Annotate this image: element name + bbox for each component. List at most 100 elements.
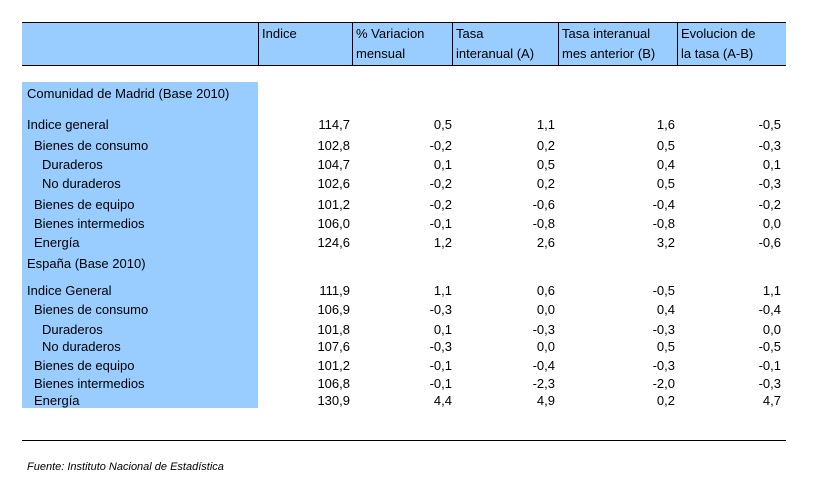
table-row: Duraderos 104,7 0,1 0,5 0,4 0,1 [22, 155, 786, 174]
value-cell: -0,3 [652, 322, 675, 337]
value-cell: 0,1 [762, 157, 781, 172]
row-label: Bienes intermedios [34, 216, 145, 231]
value-cell: 2,6 [536, 235, 555, 250]
header-cell: Evolucion de la tasa (A-B) [677, 23, 786, 65]
value-cell: -0,1 [429, 216, 452, 231]
value-cell: 4,9 [536, 393, 555, 408]
value-cell: 4,4 [433, 393, 452, 408]
value-cell: 0,5 [656, 339, 675, 354]
table-row: Bienes intermedios 106,0 -0,1 -0,8 -0,8 0,0 [22, 214, 786, 233]
table-header: Indice % Variacion mensual Tasa interanual (… [22, 22, 786, 66]
value-cell: -0,2 [758, 197, 781, 212]
value-cell: 102,6 [317, 176, 350, 191]
value-cell: 4,7 [762, 393, 781, 408]
value-cell: 0,6 [536, 283, 555, 298]
value-cell: -0,3 [652, 358, 675, 373]
value-cell: 1,1 [762, 283, 781, 298]
header-line: la tasa (A-B) [681, 46, 754, 61]
table-row: Energía 124,6 1,2 2,6 3,2 -0,6 [22, 233, 786, 252]
value-cell: -0,2 [429, 138, 452, 153]
table-row: Bienes de equipo 101,2 -0,2 -0,6 -0,4 -0,2 [22, 195, 786, 214]
value-cell: -0,3 [429, 302, 452, 317]
value-cell: 114,7 [318, 117, 350, 132]
value-cell: -0,3 [758, 376, 781, 391]
value-cell: 111,9 [319, 283, 350, 298]
value-cell: 0,5 [433, 117, 452, 132]
table-row: No duraderos 102,6 -0,2 0,2 0,5 -0,3 [22, 174, 786, 193]
value-cell: 0,2 [656, 393, 675, 408]
row-label: No duraderos [42, 176, 121, 191]
header-cell: Indice [258, 23, 352, 65]
value-cell: -0,5 [758, 117, 781, 132]
value-cell: 106,9 [317, 302, 350, 317]
value-cell: 101,2 [317, 358, 350, 373]
row-label: Duraderos [42, 322, 103, 337]
value-cell: 0,5 [656, 176, 675, 191]
value-cell: -0,2 [429, 176, 452, 191]
value-cell: 106,0 [317, 216, 350, 231]
value-cell: 0,4 [656, 157, 675, 172]
value-cell: 0,5 [536, 157, 555, 172]
header-line: mensual [356, 46, 406, 61]
value-cell: 101,8 [317, 322, 350, 337]
value-cell: 107,6 [317, 339, 350, 354]
value-cell: -0,8 [652, 216, 675, 231]
table-row: Bienes de consumo 106,9 -0,3 0,0 0,4 -0,4 [22, 300, 786, 319]
value-cell: 101,2 [317, 197, 350, 212]
table-row: Indice General 111,9 1,1 0,6 -0,5 1,1 [22, 281, 786, 300]
value-cell: 3,2 [656, 235, 675, 250]
header-line: Evolucion de [681, 26, 756, 41]
value-cell: -0,5 [758, 339, 781, 354]
value-cell: -0,3 [758, 176, 781, 191]
section-title-row: Comunidad de Madrid (Base 2010) [22, 84, 786, 103]
value-cell: 0,0 [762, 216, 781, 231]
row-label: Bienes intermedios [34, 376, 145, 391]
row-label: Bienes de equipo [34, 197, 135, 212]
value-cell: 1,1 [536, 117, 555, 132]
row-label: Indice general [27, 117, 109, 132]
value-cell: 130,9 [317, 393, 350, 408]
table-row: Indice general 114,7 0,5 1,1 1,6 -0,5 [22, 115, 786, 134]
value-cell: 0,0 [536, 302, 555, 317]
table-row: Bienes intermedios 106,8 -0,1 -2,3 -2,0 -0,3 [22, 374, 786, 393]
header-line: % Variacion [356, 26, 425, 41]
value-cell: -0,8 [532, 216, 555, 231]
value-cell: -2,3 [532, 376, 555, 391]
value-cell: -0,4 [758, 302, 781, 317]
value-cell: -0,4 [652, 197, 675, 212]
value-cell: 0,2 [536, 176, 555, 191]
header-line: Indice [262, 26, 297, 41]
table-row: Bienes de equipo 101,2 -0,1 -0,4 -0,3 -0,1 [22, 356, 786, 375]
header-line: Tasa [456, 26, 484, 41]
value-cell: 0,4 [656, 302, 675, 317]
section-title: Comunidad de Madrid (Base 2010) [27, 86, 230, 101]
value-cell: -0,1 [429, 358, 452, 373]
value-cell: 104,7 [317, 157, 350, 172]
value-cell: 0,0 [536, 339, 555, 354]
source-footnote: Fuente: Instituto Nacional de Estadístic… [27, 461, 224, 473]
row-label: Indice General [27, 283, 112, 298]
value-cell: -0,1 [429, 376, 452, 391]
value-cell: 1,1 [433, 283, 452, 298]
section-title: España (Base 2010) [27, 256, 146, 271]
value-cell: -0,6 [758, 235, 781, 250]
value-cell: 1,2 [433, 235, 452, 250]
table-row: Energía 130,9 4,4 4,9 0,2 4,7 [22, 391, 786, 410]
label-column-band [22, 82, 258, 408]
header-line: interanual (A) [456, 46, 535, 61]
value-cell: 0,0 [762, 322, 781, 337]
section-title-row: España (Base 2010) [22, 254, 786, 273]
value-cell: 124,6 [317, 235, 350, 250]
value-cell: -0,2 [429, 197, 452, 212]
table-row: No duraderos 107,6 -0,3 0,0 0,5 -0,5 [22, 337, 786, 356]
value-cell: -0,3 [429, 339, 452, 354]
table-row: Duraderos 101,8 0,1 -0,3 -0,3 0,0 [22, 320, 786, 339]
value-cell: 0,1 [433, 322, 452, 337]
header-cell: % Variacion mensual [352, 23, 452, 65]
row-label: No duraderos [42, 339, 121, 354]
value-cell: -2,0 [652, 376, 675, 391]
header-cell: Tasa interanual (A) [452, 23, 558, 65]
value-cell: -0,5 [652, 283, 675, 298]
header-line: mes anterior (B) [562, 46, 656, 61]
row-label: Duraderos [42, 157, 103, 172]
